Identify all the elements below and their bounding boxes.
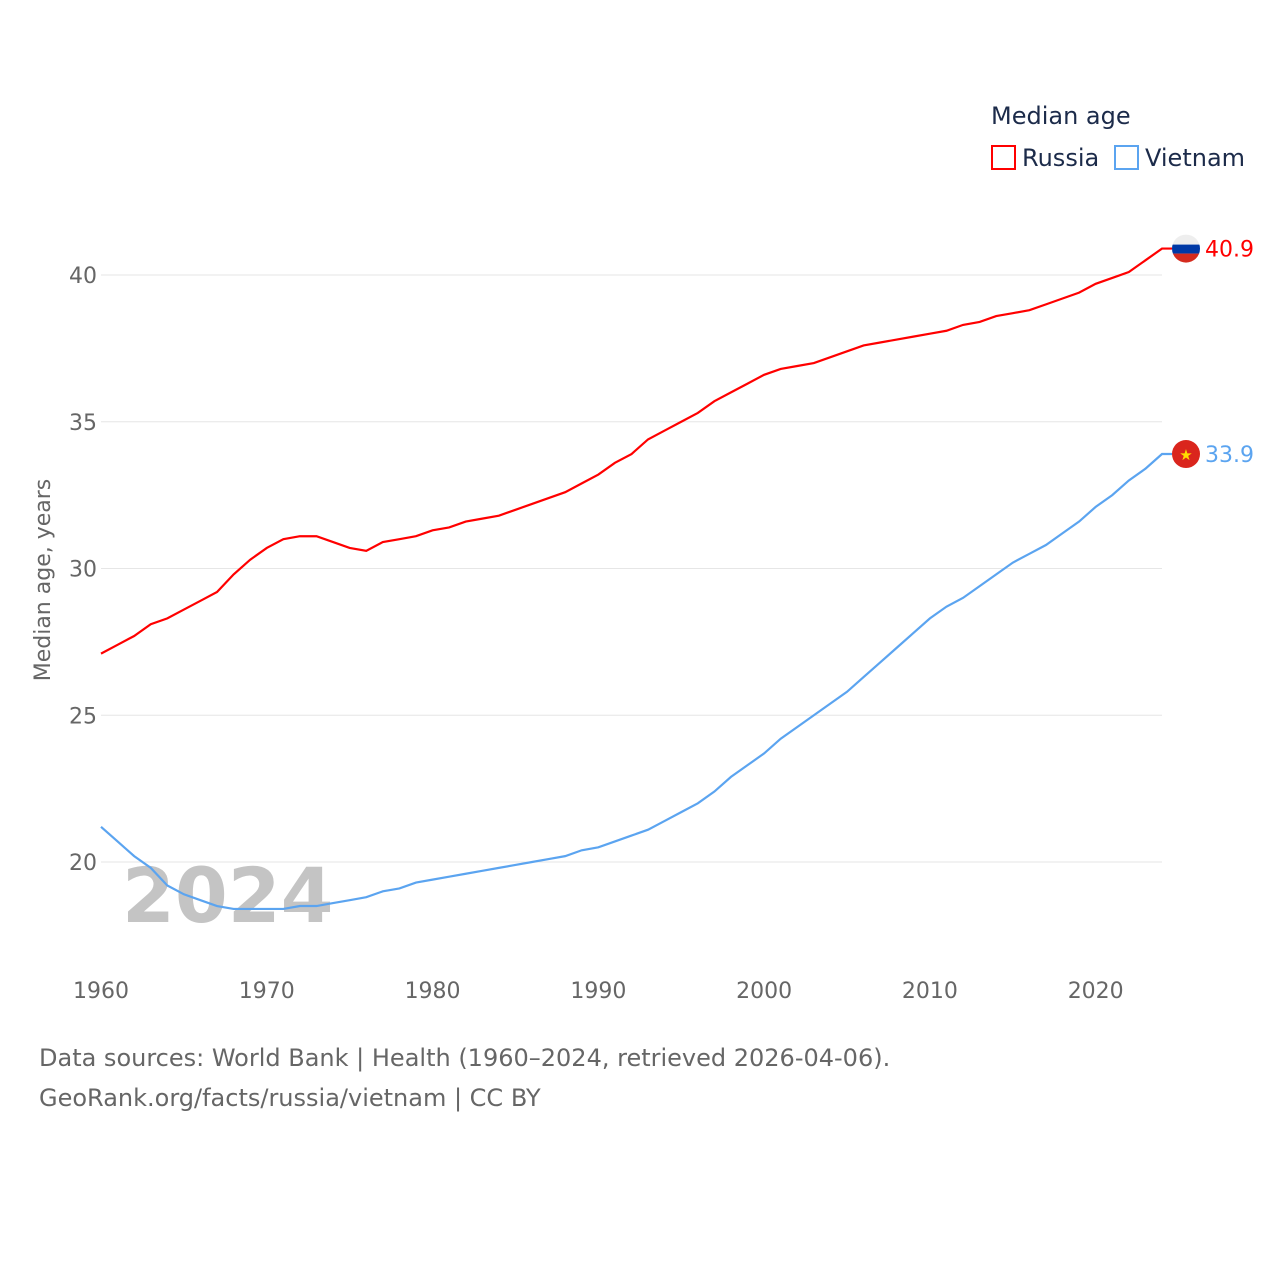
x-tick-label: 2020 (1068, 979, 1124, 1004)
legend-title: Median age (991, 102, 1131, 130)
x-tick-label: 1970 (239, 979, 295, 1004)
end-markers: 40.9 ★ 33.9 (1172, 234, 1254, 469)
x-tick-label: 1980 (405, 979, 461, 1004)
y-tick-labels: 20 25 30 35 40 (69, 264, 97, 876)
y-axis-label: Median age, years (31, 479, 56, 682)
gridlines (101, 274, 1162, 863)
end-value-label: 33.9 (1205, 443, 1254, 468)
series-line-russia (100, 247, 1172, 655)
x-tick-label: 1990 (570, 979, 626, 1004)
x-tick-label: 2010 (902, 979, 958, 1004)
x-tick-labels: 1960 1970 1980 1990 2000 2010 2020 (73, 979, 1124, 1004)
footer-sources: Data sources: World Bank | Health (1960–… (39, 1044, 891, 1072)
svg-text:★: ★ (1179, 446, 1192, 464)
x-tick-label: 2000 (736, 979, 792, 1004)
end-value-label: 40.9 (1205, 238, 1254, 263)
legend-swatch (1114, 145, 1139, 170)
y-tick-label: 20 (69, 851, 97, 876)
y-tick-label: 25 (69, 704, 97, 729)
series-line-vietnam (100, 452, 1172, 911)
legend-label[interactable]: Russia (1022, 144, 1099, 172)
series-lines (100, 247, 1172, 911)
legend: Russia Vietnam (991, 144, 1245, 172)
flag-icon-vietnam: ★ (1172, 440, 1200, 469)
y-tick-label: 30 (69, 558, 97, 583)
y-tick-label: 40 (69, 264, 97, 289)
flag-icon-russia (1172, 234, 1200, 263)
year-watermark: 2024 (122, 851, 334, 940)
x-tick-label: 1960 (73, 979, 129, 1004)
y-tick-label: 35 (69, 411, 97, 436)
legend-label[interactable]: Vietnam (1145, 144, 1245, 172)
footer-credit: GeoRank.org/facts/russia/vietnam | CC BY (39, 1084, 541, 1112)
legend-swatch (991, 145, 1016, 170)
